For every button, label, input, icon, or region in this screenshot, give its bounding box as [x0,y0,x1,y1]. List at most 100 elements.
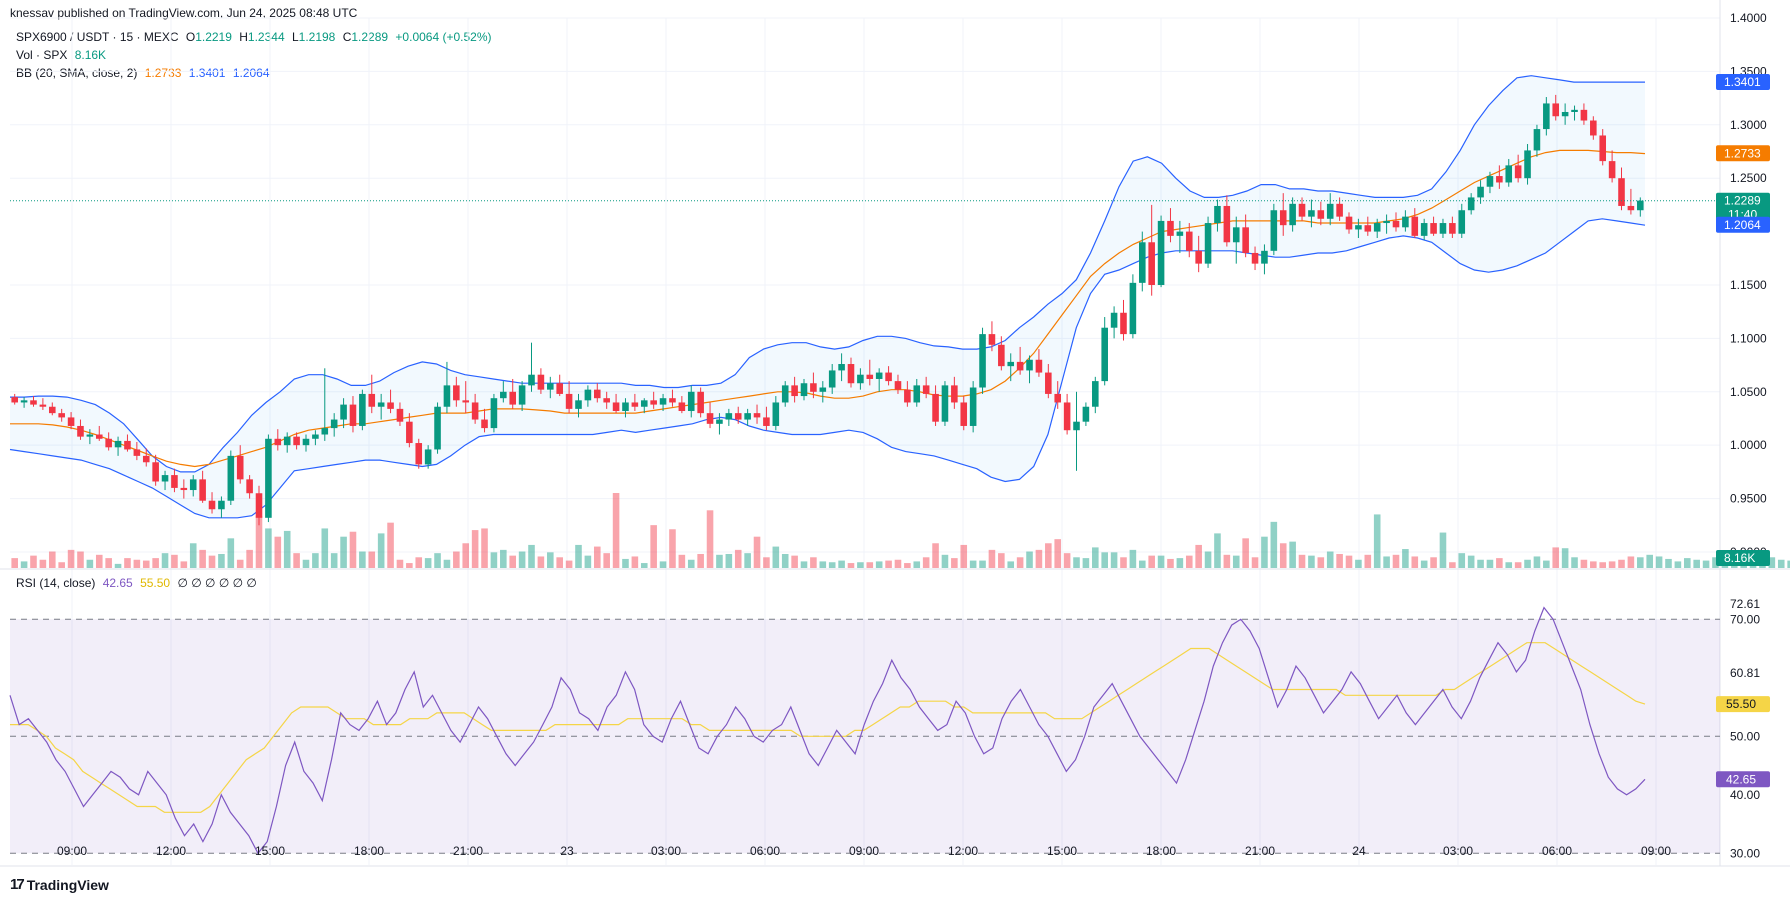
rsi-legend[interactable]: RSI (14, close) 42.65 55.50 ∅ ∅ ∅ ∅ ∅ ∅ [16,576,257,590]
candle-body [1383,220,1390,224]
volume-bar [11,558,18,568]
rsi-tag-box [1716,771,1770,788]
volume-bar [659,561,667,568]
candle-body [603,398,610,403]
candle-body [951,385,958,403]
candle-body [114,440,122,448]
candle-body [1637,200,1644,211]
candle-body [857,374,864,384]
candle-body [481,419,488,429]
volume-bar [377,533,385,568]
published-note: knessav published on TradingView.com, Ju… [10,6,357,20]
volume-bar [706,510,714,568]
volume-bar [1543,560,1550,568]
price-tick-label: 1.2500 [1730,171,1767,185]
candle-body [716,419,723,424]
bb-legend-label[interactable]: BB (20, SMA, close, 2) [16,66,138,80]
rsi-tag-label: 55.50 [1726,697,1756,711]
volume-legend-label[interactable]: Vol · SPX [16,48,68,62]
volume-bar [857,562,864,568]
price-tick-label: 1.0000 [1730,438,1767,452]
candle-body [1524,150,1531,179]
price-tag-label: 1.2064 [1724,218,1761,232]
candle-body [1082,406,1090,422]
volume-bar [1524,559,1531,568]
candle-body [1214,205,1221,224]
rsi-legend-label[interactable]: RSI (14, close) [16,576,96,590]
volume-bar [1063,553,1071,568]
volume-bar [1373,514,1381,568]
candle-body [1232,227,1240,243]
candle-body [1317,210,1325,219]
candle-body [67,417,75,426]
candle-body [1157,220,1165,285]
candle-body [1110,312,1118,328]
volume-bar [1439,532,1447,568]
symbol-title[interactable]: SPX6900 / USDT · 15 · MEXC [16,30,179,44]
volume-bar [725,553,733,568]
candle-body [471,402,479,420]
volume-bar [584,555,592,568]
volume-bar [171,554,178,568]
volume-legend[interactable]: Vol · SPX 8.16K [16,48,106,62]
volume-bar [1261,536,1268,568]
symbol-legend[interactable]: SPX6900 / USDT · 15 · MEXC O1.2219 H1.23… [16,30,492,44]
volume-bar [321,528,329,568]
candle-body [1016,361,1024,371]
rsi-ma-value: 55.50 [140,576,171,590]
time-tick-label: 15:00 [255,844,285,858]
tradingview-logo[interactable]: 17 TradingView [10,876,109,893]
candle-body [1392,220,1400,228]
price-tag-label: 1.2289 [1724,194,1761,208]
volume-bar [1167,558,1174,568]
candle-body [537,374,545,390]
candle-body [1063,402,1071,431]
volume-bar [1185,555,1193,568]
candle-body [979,334,986,388]
volume-bar [1129,549,1137,568]
volume-bar [1430,557,1437,568]
volume-bar [810,557,817,568]
volume-bar [1590,561,1597,568]
volume-bar [114,563,122,568]
volume-bar [1383,556,1390,568]
candle-body [640,400,648,407]
volume-bar [1092,547,1099,568]
candle-body [1439,223,1447,234]
volume-bar [640,563,648,568]
candle-body [490,398,498,429]
volume-bar [988,549,996,568]
candle-body [95,434,103,439]
rsi-value: 42.65 [102,576,133,590]
volume-bar [340,536,347,568]
volume-bar [1580,559,1588,568]
time-tick-label: 12:00 [156,844,186,858]
volume-bar [922,557,930,568]
volume-bar [1665,558,1672,568]
volume-bar [105,558,112,568]
volume-bar [603,553,610,568]
bb-fill [10,75,1645,518]
bb-legend[interactable]: BB (20, SMA, close, 2) 1.2733 1.3401 1.2… [16,66,270,80]
candle-body [1627,205,1635,211]
volume-bar [246,549,253,568]
candle-body [1355,225,1362,230]
candle-body [1289,203,1296,226]
candle-body [988,334,996,345]
volume-bar [1251,557,1259,568]
volume-bar [537,556,545,568]
candle-body [1373,223,1381,232]
volume-bar [161,553,169,568]
candle-body [1176,231,1184,236]
candle-body [744,413,751,420]
volume-bar [1655,556,1663,568]
candle-body [565,393,573,409]
candle-body [1543,103,1550,130]
volume-bar [763,557,770,568]
candle-body [622,402,629,412]
ohlc-open: 1.2219 [195,30,232,44]
volume-bar [1148,555,1155,568]
candle-body [105,438,112,448]
volume-bar [490,552,498,568]
